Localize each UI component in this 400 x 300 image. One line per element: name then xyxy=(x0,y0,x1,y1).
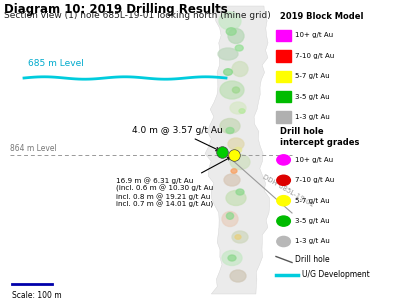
Text: Drill hole
intercept grades: Drill hole intercept grades xyxy=(280,128,359,147)
Ellipse shape xyxy=(220,118,240,134)
Ellipse shape xyxy=(232,61,248,76)
Text: 864 m Level: 864 m Level xyxy=(10,144,57,153)
Bar xyxy=(276,30,291,41)
Text: 2019 Block Model: 2019 Block Model xyxy=(280,12,364,21)
Ellipse shape xyxy=(235,45,243,51)
Circle shape xyxy=(277,216,290,226)
Ellipse shape xyxy=(222,212,238,226)
Ellipse shape xyxy=(230,270,246,282)
Text: Drill hole: Drill hole xyxy=(295,255,330,264)
Bar xyxy=(276,91,291,102)
Text: Section view (1) hole 685L-19-01 looking north (mine grid): Section view (1) hole 685L-19-01 looking… xyxy=(4,11,271,20)
Text: 16.9 m @ 6.31 g/t Au
(incl. 0.6 m @ 10.30 g/t Au
incl. 0.8 m @ 19.21 g/t Au
incl: 16.9 m @ 6.31 g/t Au (incl. 0.6 m @ 10.3… xyxy=(116,157,230,208)
Text: 10+ g/t Au: 10+ g/t Au xyxy=(295,157,333,163)
Circle shape xyxy=(277,155,290,165)
Text: 685 m Level: 685 m Level xyxy=(28,58,84,68)
Circle shape xyxy=(277,175,290,185)
Point xyxy=(219,150,225,155)
Text: 7-10 g/t Au: 7-10 g/t Au xyxy=(295,53,334,59)
Text: 3-5 g/t Au: 3-5 g/t Au xyxy=(295,218,330,224)
Ellipse shape xyxy=(224,174,240,186)
Ellipse shape xyxy=(230,154,250,169)
Ellipse shape xyxy=(236,189,244,195)
Text: 5-7 g/t Au: 5-7 g/t Au xyxy=(295,198,330,204)
Ellipse shape xyxy=(226,190,246,206)
Text: Diagram 10: 2019 Drilling Results: Diagram 10: 2019 Drilling Results xyxy=(4,3,228,16)
Bar xyxy=(276,111,291,123)
Text: U/G Development: U/G Development xyxy=(302,270,370,279)
Ellipse shape xyxy=(235,235,241,239)
Text: 10+ g/t Au: 10+ g/t Au xyxy=(295,32,333,38)
Text: 1-3 g/t Au: 1-3 g/t Au xyxy=(295,238,330,244)
Ellipse shape xyxy=(228,28,244,44)
Text: 4.0 m @ 3.57 g/t Au: 4.0 m @ 3.57 g/t Au xyxy=(132,126,223,151)
Ellipse shape xyxy=(232,87,240,93)
Ellipse shape xyxy=(228,138,244,150)
Ellipse shape xyxy=(226,28,236,35)
Ellipse shape xyxy=(224,69,232,75)
Text: 5-7 g/t Au: 5-7 g/t Au xyxy=(295,73,330,79)
Text: Scale: 100 m: Scale: 100 m xyxy=(12,291,62,300)
Circle shape xyxy=(277,236,290,247)
Circle shape xyxy=(277,196,290,206)
Point xyxy=(231,153,237,158)
Ellipse shape xyxy=(226,213,234,219)
Text: 7-10 g/t Au: 7-10 g/t Au xyxy=(295,177,334,183)
Ellipse shape xyxy=(218,48,238,60)
Text: 1-3 g/t Au: 1-3 g/t Au xyxy=(295,114,330,120)
Bar xyxy=(276,70,291,82)
Bar xyxy=(276,50,291,61)
Ellipse shape xyxy=(232,231,248,243)
Ellipse shape xyxy=(219,12,241,30)
Text: 3-5 g/t Au: 3-5 g/t Au xyxy=(295,94,330,100)
Ellipse shape xyxy=(226,128,234,134)
Ellipse shape xyxy=(234,147,242,153)
Ellipse shape xyxy=(230,102,246,114)
Ellipse shape xyxy=(220,81,244,99)
Polygon shape xyxy=(205,6,270,294)
Ellipse shape xyxy=(228,255,236,261)
Ellipse shape xyxy=(239,109,245,113)
Text: DDH 685L-19-01: DDH 685L-19-01 xyxy=(262,173,315,208)
Ellipse shape xyxy=(231,169,237,173)
Ellipse shape xyxy=(222,250,242,266)
